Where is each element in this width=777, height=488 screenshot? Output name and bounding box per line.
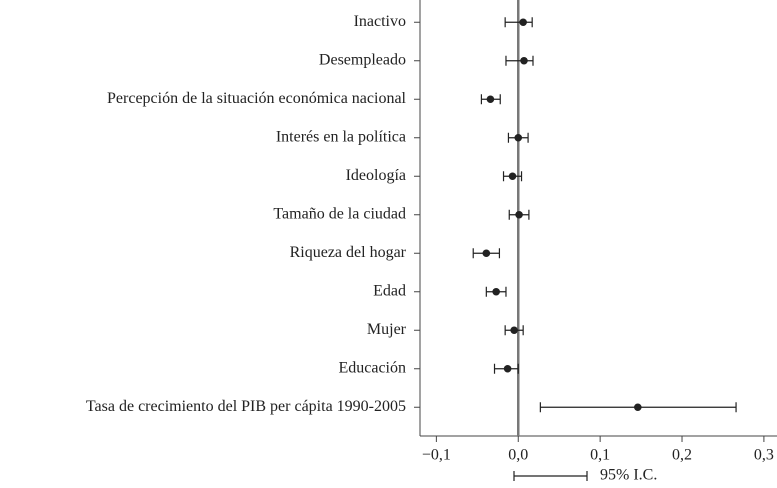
- point: [482, 249, 491, 258]
- x-tick-label: 0,0: [508, 447, 528, 464]
- y-tick-label: Edad: [373, 282, 406, 299]
- point: [492, 287, 500, 296]
- point: [520, 56, 528, 65]
- y-tick-label: Educación: [338, 359, 406, 376]
- y-tick-label: Desempleado: [319, 51, 406, 68]
- y-tick-label: Mujer: [367, 321, 407, 338]
- point: [508, 172, 517, 181]
- x-tick-label: −0,1: [422, 447, 451, 464]
- y-tick-label: Tamaño de la ciudad: [273, 205, 406, 222]
- y-tick-label: Inactivo: [354, 13, 406, 30]
- y-tick-label: Tasa de crecimiento del PIB per cápita 1…: [86, 398, 406, 415]
- point: [515, 210, 523, 219]
- point: [510, 326, 518, 335]
- x-tick-label: 0,1: [590, 447, 610, 464]
- point: [634, 403, 642, 412]
- y-tick-label: Percepción de la situación económica nac…: [107, 90, 407, 107]
- y-tick-label: Interés en la política: [276, 128, 406, 145]
- point: [519, 18, 527, 27]
- y-tick-label: Riqueza del hogar: [290, 244, 407, 261]
- x-tick-label: 0,2: [672, 447, 692, 464]
- point: [503, 364, 512, 373]
- x-tick-label: 0,3: [754, 447, 774, 464]
- point: [486, 95, 495, 104]
- y-tick-label: Ideología: [346, 167, 406, 184]
- legend-label: 95% I.C.: [600, 467, 657, 484]
- point: [514, 133, 523, 142]
